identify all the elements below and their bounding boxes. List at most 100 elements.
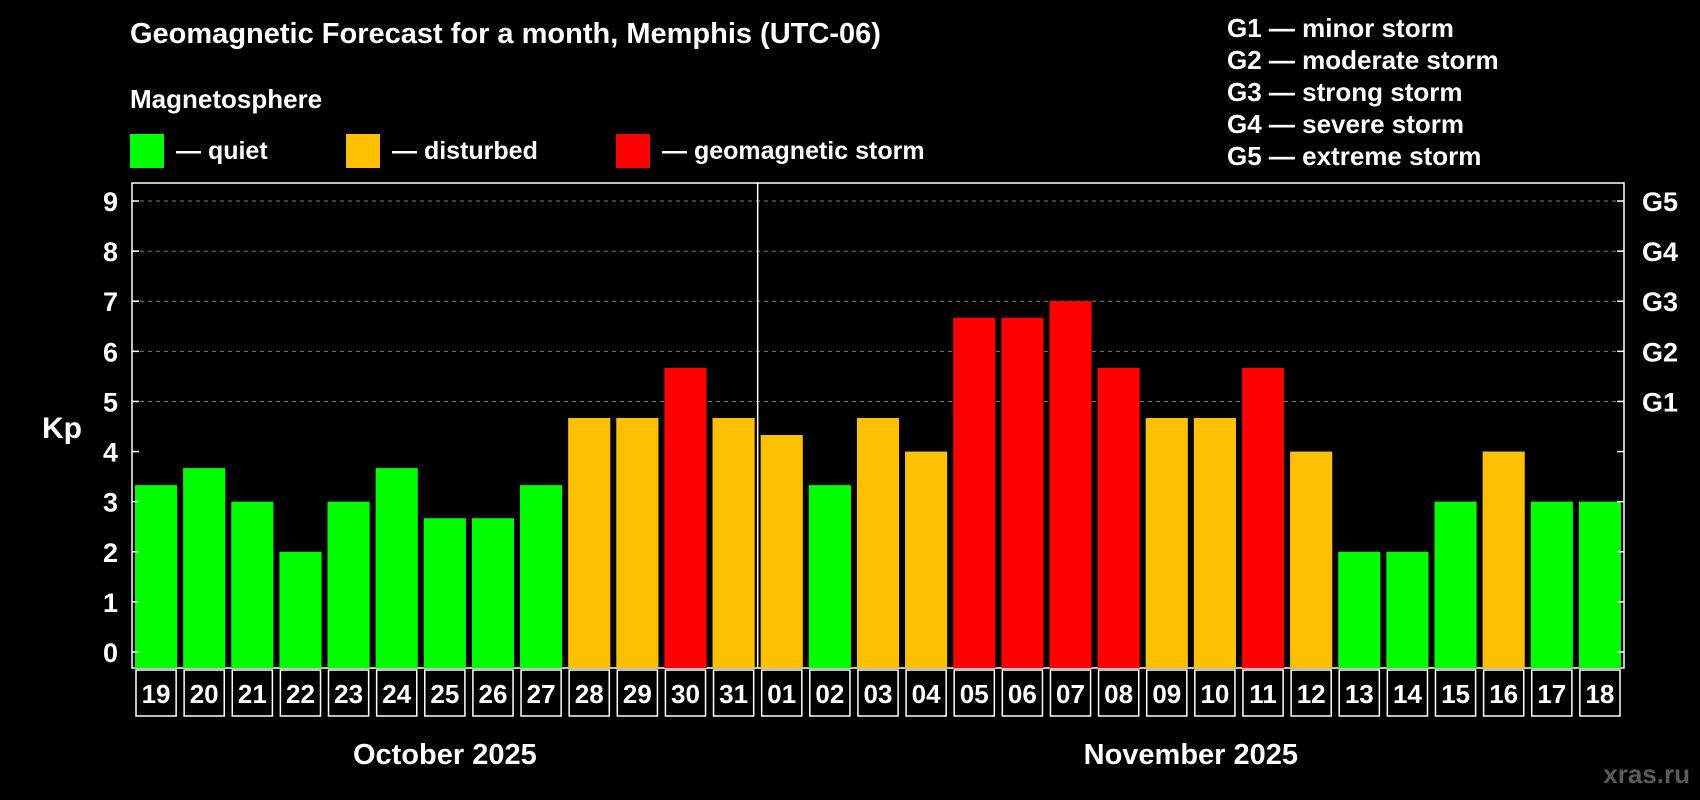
bar-02 — [808, 485, 851, 668]
day-box-28 — [568, 669, 611, 717]
bar-03 — [856, 417, 900, 668]
day-label-04: 04 — [912, 679, 941, 709]
day-box-22 — [279, 669, 322, 717]
day-label-23: 23 — [334, 679, 363, 709]
legend-item-disturbed: — disturbed — [346, 134, 538, 168]
chart-title: Geomagnetic Forecast for a month, Memphi… — [130, 18, 881, 50]
day-box-01 — [760, 669, 803, 717]
day-label-20: 20 — [190, 679, 219, 709]
quiet-swatch — [130, 134, 164, 168]
bar-08 — [1097, 367, 1140, 668]
legend-label-storm: — geomagnetic storm — [662, 136, 925, 165]
day-label-21: 21 — [238, 679, 267, 709]
day-label-06: 06 — [1008, 679, 1037, 709]
bar-19 — [135, 485, 178, 668]
day-label-10: 10 — [1200, 679, 1229, 709]
day-box-20 — [183, 669, 226, 717]
bar-18 — [1578, 501, 1621, 668]
bar-23 — [327, 501, 370, 668]
day-box-18 — [1579, 669, 1621, 717]
day-label-15: 15 — [1441, 679, 1470, 709]
day-box-05 — [953, 669, 996, 717]
day-box-29 — [616, 669, 659, 717]
day-label-12: 12 — [1297, 679, 1326, 709]
day-box-13 — [1338, 669, 1381, 717]
day-box-15 — [1434, 669, 1477, 717]
bar-28 — [568, 417, 611, 668]
bar-06 — [1001, 317, 1044, 668]
day-label-14: 14 — [1393, 679, 1422, 709]
day-box-14 — [1386, 669, 1429, 717]
bar-29 — [616, 417, 659, 668]
legend-label-disturbed: — disturbed — [392, 136, 538, 165]
day-label-28: 28 — [575, 679, 604, 709]
disturbed-swatch — [346, 134, 380, 168]
bar-22 — [279, 551, 322, 668]
bar-17 — [1530, 501, 1573, 668]
day-box-06 — [1001, 669, 1044, 717]
day-label-17: 17 — [1537, 679, 1566, 709]
day-label-30: 30 — [671, 679, 700, 709]
day-box-17 — [1530, 669, 1573, 717]
day-box-21 — [231, 669, 274, 717]
day-label-01: 01 — [767, 679, 796, 709]
day-box-24 — [375, 669, 418, 717]
day-label-19: 19 — [142, 679, 171, 709]
legend-label-quiet: — quiet — [176, 136, 268, 165]
storm-scale-g5: G5 — extreme storm — [1227, 141, 1482, 171]
day-label-26: 26 — [479, 679, 508, 709]
bar-15 — [1434, 501, 1477, 668]
storm-scale-g3: G3 — strong storm — [1227, 77, 1463, 107]
day-box-10 — [1194, 669, 1236, 717]
day-box-23 — [327, 669, 370, 717]
bar-31 — [712, 417, 755, 668]
bar-05 — [953, 317, 996, 668]
day-label-22: 22 — [286, 679, 315, 709]
site-watermark: xras.ru — [1603, 759, 1690, 789]
storm-scale-g2: G2 — moderate storm — [1227, 45, 1499, 75]
day-label-18: 18 — [1585, 679, 1614, 709]
day-box-31 — [712, 669, 755, 717]
bar-25 — [423, 518, 466, 668]
bar-04 — [905, 451, 948, 668]
day-label-27: 27 — [527, 679, 556, 709]
ytick-label-2: 2 — [103, 538, 118, 568]
ytick-label-3: 3 — [103, 488, 118, 518]
day-label-08: 08 — [1104, 679, 1133, 709]
bar-07 — [1049, 301, 1092, 668]
day-box-08 — [1097, 669, 1140, 717]
bar-01 — [760, 435, 803, 668]
bar-14 — [1386, 551, 1429, 668]
bar-09 — [1145, 417, 1188, 668]
day-box-11 — [1242, 669, 1284, 717]
legend-item-quiet: — quiet — [130, 134, 268, 168]
bar-24 — [375, 468, 418, 668]
bar-13 — [1338, 551, 1381, 668]
day-box-07 — [1049, 669, 1092, 717]
day-box-19 — [135, 669, 177, 717]
day-box-02 — [809, 669, 851, 717]
y-axis-label: Kp — [42, 412, 82, 445]
day-label-05: 05 — [960, 679, 989, 709]
bar-27 — [520, 485, 563, 668]
day-label-02: 02 — [815, 679, 844, 709]
day-label-31: 31 — [719, 679, 748, 709]
ytick-label-4: 4 — [103, 438, 118, 468]
gscale-label-G5: G5 — [1642, 187, 1678, 217]
day-box-16 — [1482, 669, 1525, 717]
day-label-24: 24 — [382, 679, 411, 709]
day-label-07: 07 — [1056, 679, 1085, 709]
day-box-04 — [905, 669, 947, 717]
gscale-label-G1: G1 — [1642, 387, 1678, 417]
day-label-29: 29 — [623, 679, 652, 709]
day-label-09: 09 — [1152, 679, 1181, 709]
storm-scale-g1: G1 — minor storm — [1227, 13, 1454, 43]
day-label-11: 11 — [1249, 679, 1277, 709]
day-label-13: 13 — [1345, 679, 1374, 709]
day-label-25: 25 — [430, 679, 459, 709]
storm-swatch — [616, 134, 650, 168]
bar-21 — [231, 501, 274, 668]
gscale-label-G3: G3 — [1642, 287, 1678, 317]
ytick-label-7: 7 — [103, 287, 118, 317]
ytick-label-5: 5 — [103, 387, 118, 417]
